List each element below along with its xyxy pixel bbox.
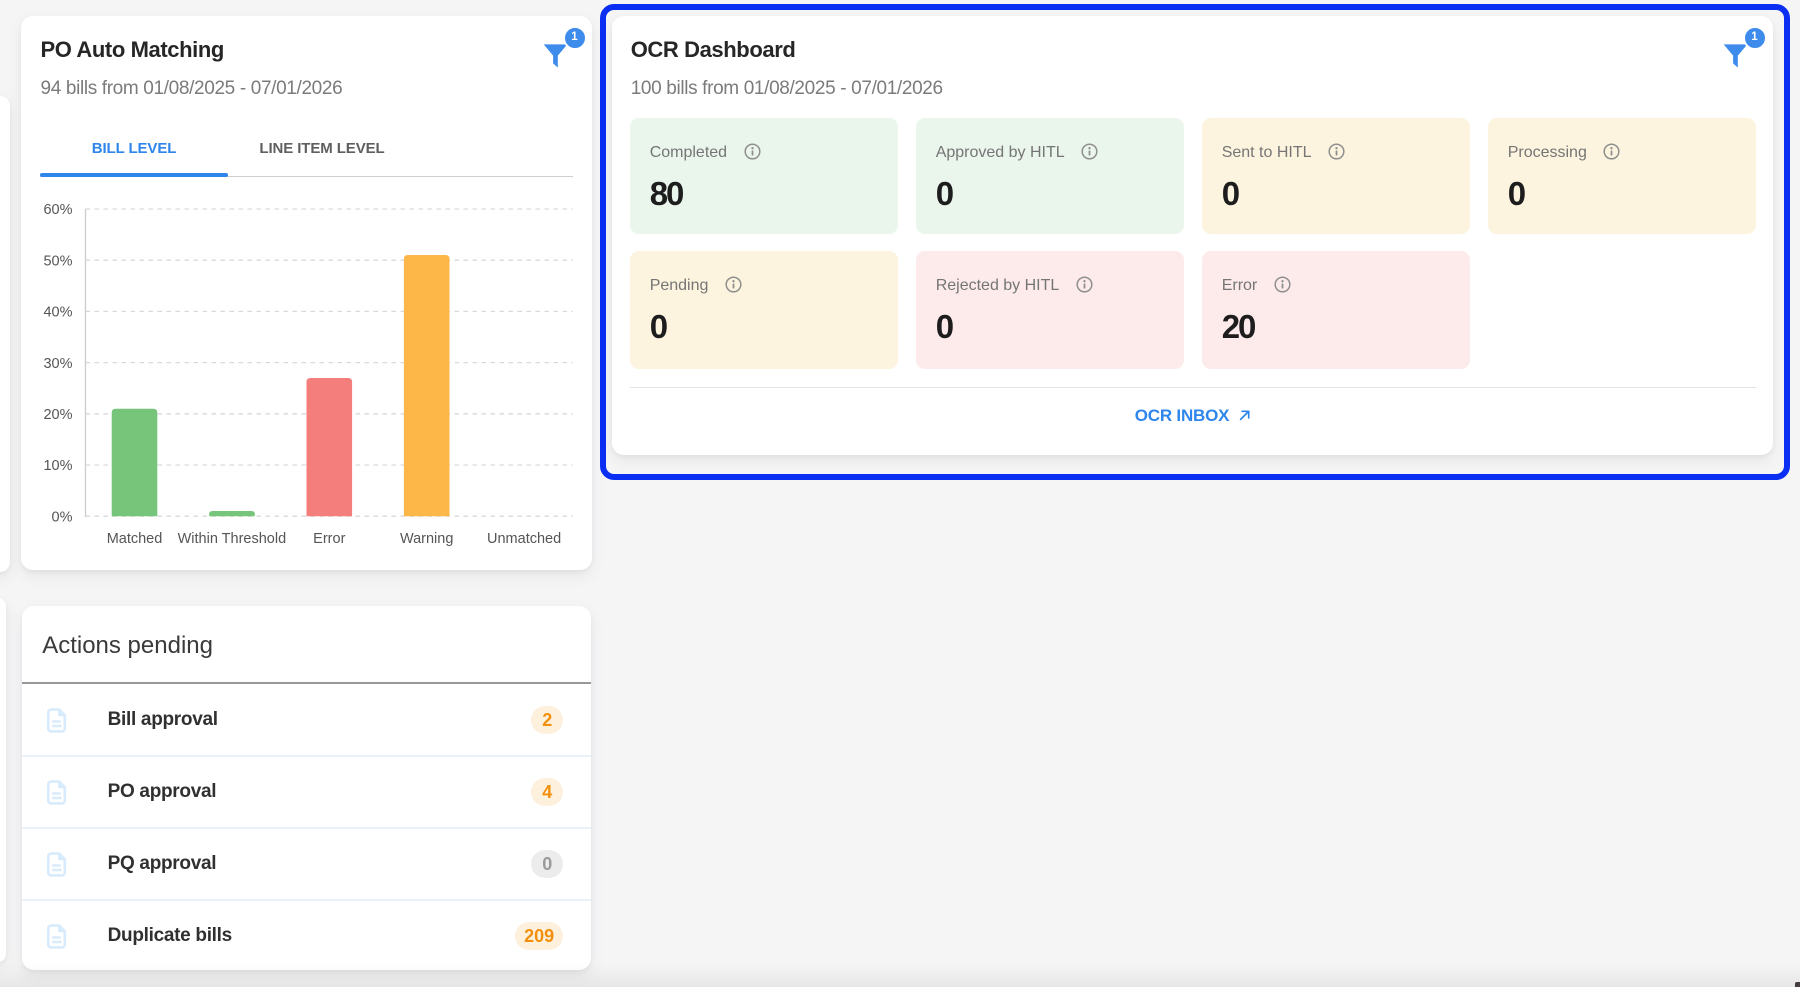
svg-text:Matched: Matched [107,531,163,547]
svg-text:Unmatched: Unmatched [487,531,561,547]
svg-text:40%: 40% [43,305,72,321]
svg-text:0%: 0% [52,509,73,525]
svg-text:Within Threshold: Within Threshold [178,531,287,547]
svg-text:10%: 10% [43,458,72,474]
svg-text:20%: 20% [43,407,72,423]
svg-text:60%: 60% [43,202,72,218]
svg-text:50%: 50% [43,253,72,269]
svg-text:Error: Error [313,531,345,547]
svg-text:30%: 30% [43,356,72,372]
svg-text:Warning: Warning [400,531,453,547]
